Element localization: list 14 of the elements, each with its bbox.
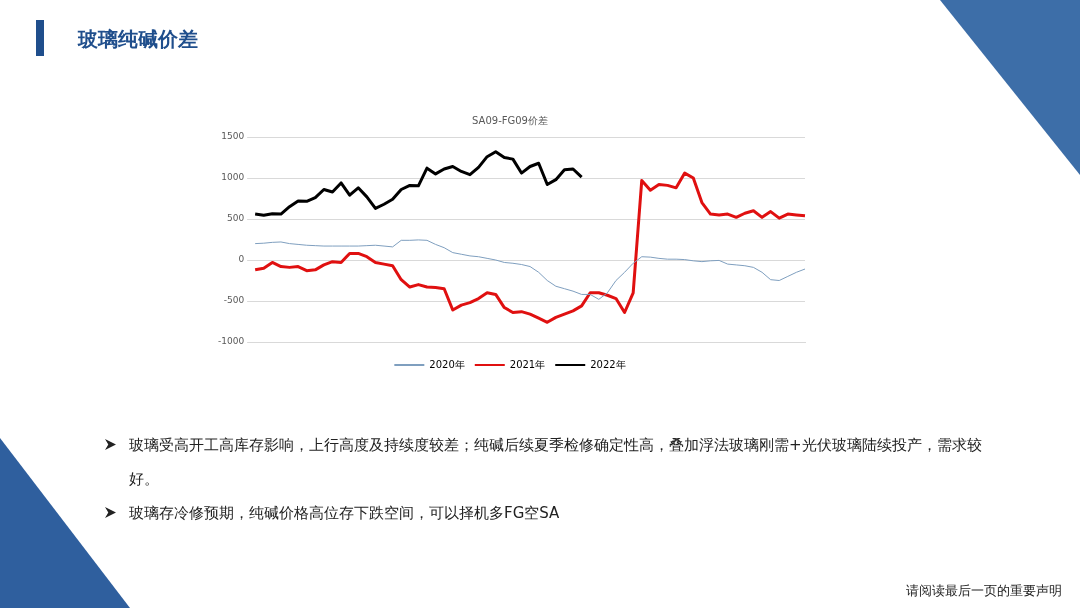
legend-label: 2021年 [509,358,546,370]
text: 玻璃受高开工高库存影响，上行高度及持续度较差；纯碱后续夏季检修确定性高，叠加浮法玻璃刚需+光伏玻璃陆续投产，需求较好。 [129,435,983,490]
legend-label: 2022年 [590,358,626,370]
y-tick-label: -1000 [218,336,245,347]
text: 玻璃存冷修预期，纯碱价格高位存下跌空间，可以择机多FG空SA [129,503,560,524]
text: 玻璃纯碱价差 [78,26,198,53]
chart-title: SA09-FG09价差 [472,114,548,126]
y-tick-label: 1000 [221,172,245,183]
y-tick-label: 500 [226,213,245,224]
y-tick-label: 0 [238,254,245,265]
text: 请阅读最后一页的重要声明 [906,582,1062,600]
y-tick-label: 1500 [221,131,245,142]
y-tick-label: -500 [223,295,245,306]
legend-label: 2020年 [429,358,465,370]
